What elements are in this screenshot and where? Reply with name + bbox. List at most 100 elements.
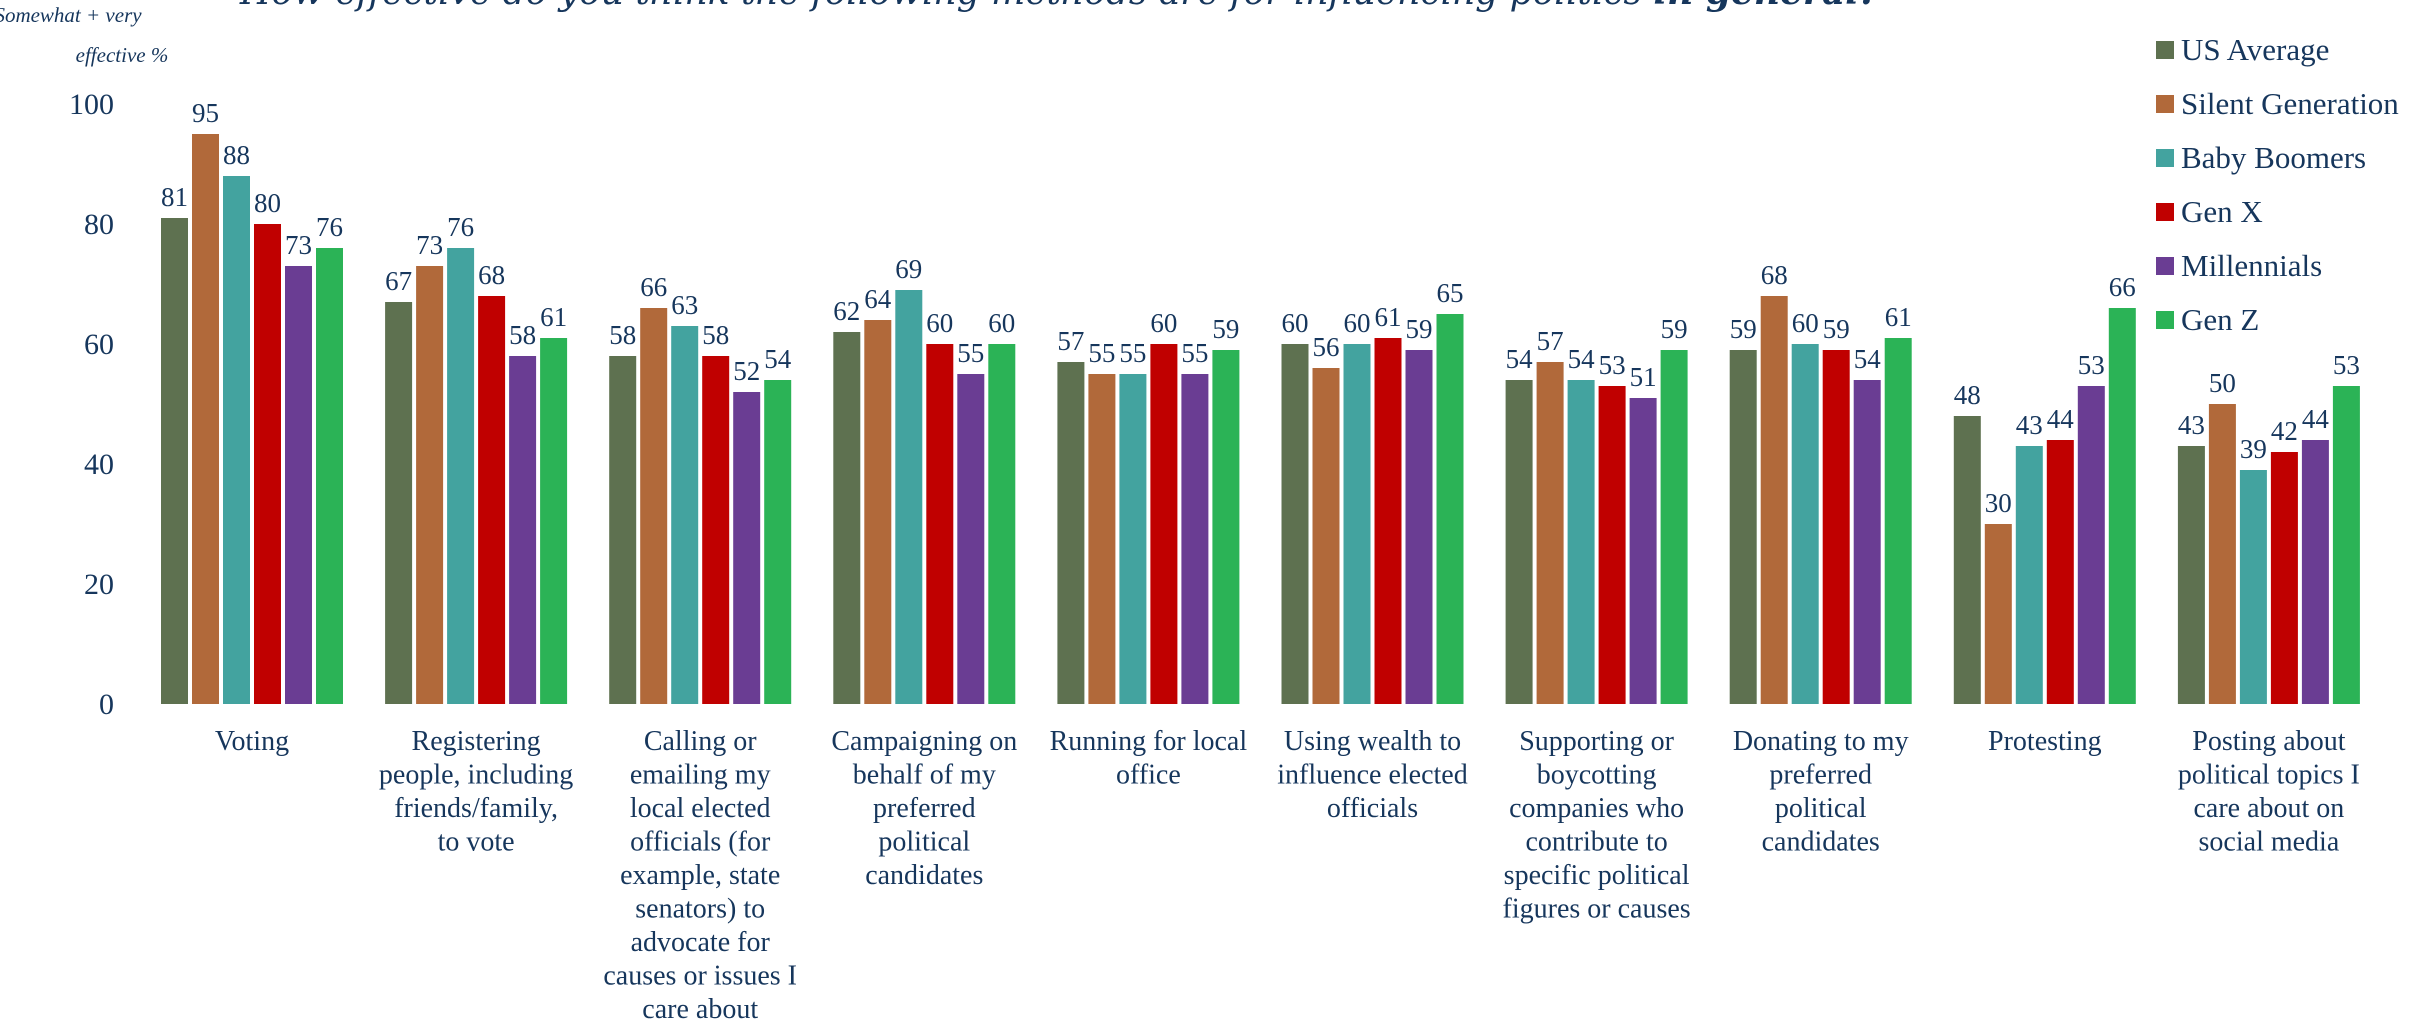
category-label-line: Voting — [215, 726, 289, 757]
bar-value-label: 95 — [192, 98, 219, 128]
category-label-line: candidates — [1762, 827, 1880, 858]
bar-value-label: 80 — [254, 188, 281, 218]
bar-value-label: 59 — [1661, 314, 1688, 344]
bar-value-label: 66 — [640, 272, 667, 302]
bar — [1984, 524, 2012, 704]
category-label-line: Calling or — [644, 726, 757, 757]
legend-item: Baby Boomers — [2156, 140, 2366, 175]
legend-item: Silent Generation — [2156, 86, 2399, 121]
bar — [254, 224, 281, 704]
category-label-line: figures or causes — [1503, 894, 1691, 925]
bar-value-label: 55 — [957, 338, 984, 368]
bar — [1760, 296, 1788, 704]
bar — [161, 218, 188, 704]
category-label-line: officials — [1327, 793, 1418, 824]
bar-value-label: 68 — [478, 260, 505, 290]
bar — [1436, 314, 1464, 704]
bar-value-label: 53 — [2078, 350, 2105, 380]
bar-value-label: 60 — [1282, 308, 1309, 338]
category-label-line: companies who — [1509, 793, 1684, 824]
legend-item: Millennials — [2156, 248, 2322, 283]
bar-value-label: 81 — [161, 182, 188, 212]
bar-value-label: 67 — [385, 266, 412, 296]
bar — [833, 332, 861, 704]
bar — [609, 356, 637, 704]
y-tick-label: 60 — [84, 328, 114, 361]
bar — [2239, 470, 2267, 704]
y-axis-label-line1: Somewhat + very — [0, 3, 142, 27]
legend-label: US Average — [2181, 32, 2329, 67]
bar-value-label: 59 — [1730, 314, 1757, 344]
category-label-line: emailing my — [630, 760, 771, 791]
bar-value-label: 57 — [1057, 326, 1084, 356]
category-label-line: contribute to — [1525, 827, 1667, 858]
bar — [671, 326, 699, 704]
y-tick-label: 0 — [99, 688, 114, 721]
bar — [1791, 344, 1819, 704]
category-label-line: care about — [642, 994, 758, 1019]
bar-value-label: 76 — [316, 212, 343, 242]
bar-value-label: 66 — [2109, 272, 2136, 302]
bar — [1884, 338, 1912, 704]
bar — [1119, 374, 1147, 704]
bar-value-label: 44 — [2302, 404, 2330, 434]
category-label-line: social media — [2199, 827, 2340, 858]
category-label: Running for local office — [1050, 726, 1248, 791]
bar-value-label: 62 — [833, 296, 860, 326]
bar-value-label: 73 — [416, 230, 443, 260]
bar — [2301, 440, 2329, 704]
y-axis-label-line2: effective % — [76, 43, 169, 67]
category-label-line: example, state — [620, 860, 780, 891]
bar-value-label: 88 — [223, 140, 250, 170]
bar — [988, 344, 1016, 704]
bar-value-label: 30 — [1985, 488, 2012, 518]
legend-label: Gen Z — [2181, 302, 2259, 337]
bar-value-label: 55 — [1088, 338, 1115, 368]
legend-label: Silent Generation — [2181, 86, 2399, 121]
bar-value-label: 58 — [702, 320, 729, 350]
category-label: Registering people, including friends/fami… — [379, 726, 573, 858]
bar — [1343, 344, 1371, 704]
category-label-line: Running for local — [1050, 726, 1248, 757]
bar — [2015, 446, 2043, 704]
bar — [223, 176, 250, 704]
bar — [1536, 362, 1564, 704]
bar-value-label: 53 — [1599, 350, 1626, 380]
legend-swatch — [2156, 41, 2174, 59]
bar — [2177, 446, 2205, 704]
bar-value-label: 39 — [2240, 434, 2267, 464]
category-label-line: to vote — [438, 827, 515, 858]
category-label-line: Supporting or — [1519, 726, 1674, 757]
bar-value-label: 65 — [1437, 278, 1464, 308]
bar — [864, 320, 892, 704]
bar — [192, 134, 219, 704]
bar — [1374, 338, 1402, 704]
bar — [733, 392, 761, 704]
bar-value-label: 57 — [1537, 326, 1564, 356]
bar — [1281, 344, 1309, 704]
legend-swatch — [2156, 311, 2174, 329]
bar — [1729, 350, 1757, 704]
bar — [2046, 440, 2074, 704]
category-label-line: political topics I — [2178, 760, 2360, 791]
legend: US Average Silent Generation Baby Boomers G… — [2156, 32, 2399, 337]
category-label-line: officials (for — [630, 827, 771, 858]
bar — [1057, 362, 1085, 704]
bar-value-label: 58 — [609, 320, 636, 350]
bar — [702, 356, 730, 704]
category-label-line: Using wealth to — [1284, 726, 1461, 757]
bar — [1853, 380, 1881, 704]
bar-value-label: 68 — [1761, 260, 1788, 290]
category-label: Donating to my preferred political candidat… — [1733, 726, 1909, 858]
bar-value-label: 43 — [2016, 410, 2043, 440]
bar-value-label: 60 — [988, 308, 1015, 338]
bar-value-label: 60 — [1344, 308, 1371, 338]
category-label-line: preferred — [1769, 760, 1872, 791]
category-label-line: Donating to my — [1733, 726, 1909, 757]
